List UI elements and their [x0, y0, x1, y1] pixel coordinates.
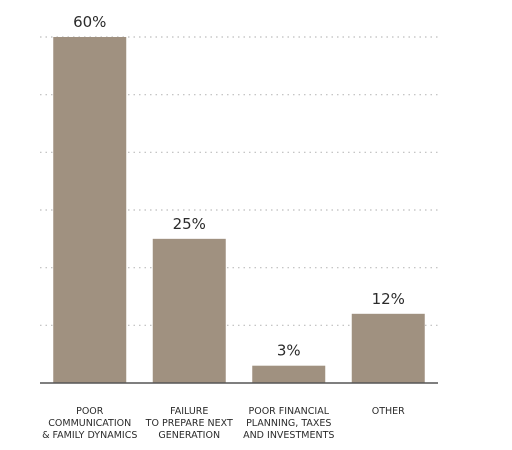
bars	[53, 37, 425, 383]
data-label: 3%	[277, 342, 301, 360]
category-label: POOR FINANCIAL	[248, 406, 329, 417]
category-label: COMMUNICATION	[48, 418, 131, 429]
category-label: PLANNING, TAXES	[246, 418, 331, 429]
category-label: TO PREPARE NEXT	[145, 418, 233, 429]
category-label: FAILURE	[170, 406, 208, 417]
data-labels: 60% 25% 3% 12%	[73, 13, 405, 360]
data-label: 12%	[372, 290, 405, 308]
bar	[152, 238, 226, 383]
category-label: & FAMILY DYNAMICS	[42, 430, 137, 441]
category-label: AND INVESTMENTS	[243, 430, 334, 441]
category-label: OTHER	[372, 406, 405, 417]
data-label: 25%	[173, 215, 206, 233]
category-label: GENERATION	[158, 430, 220, 441]
bar	[351, 313, 425, 383]
category-label: POOR	[76, 406, 104, 417]
data-label: 60%	[73, 13, 106, 31]
bar	[252, 365, 326, 383]
bar	[53, 37, 127, 383]
